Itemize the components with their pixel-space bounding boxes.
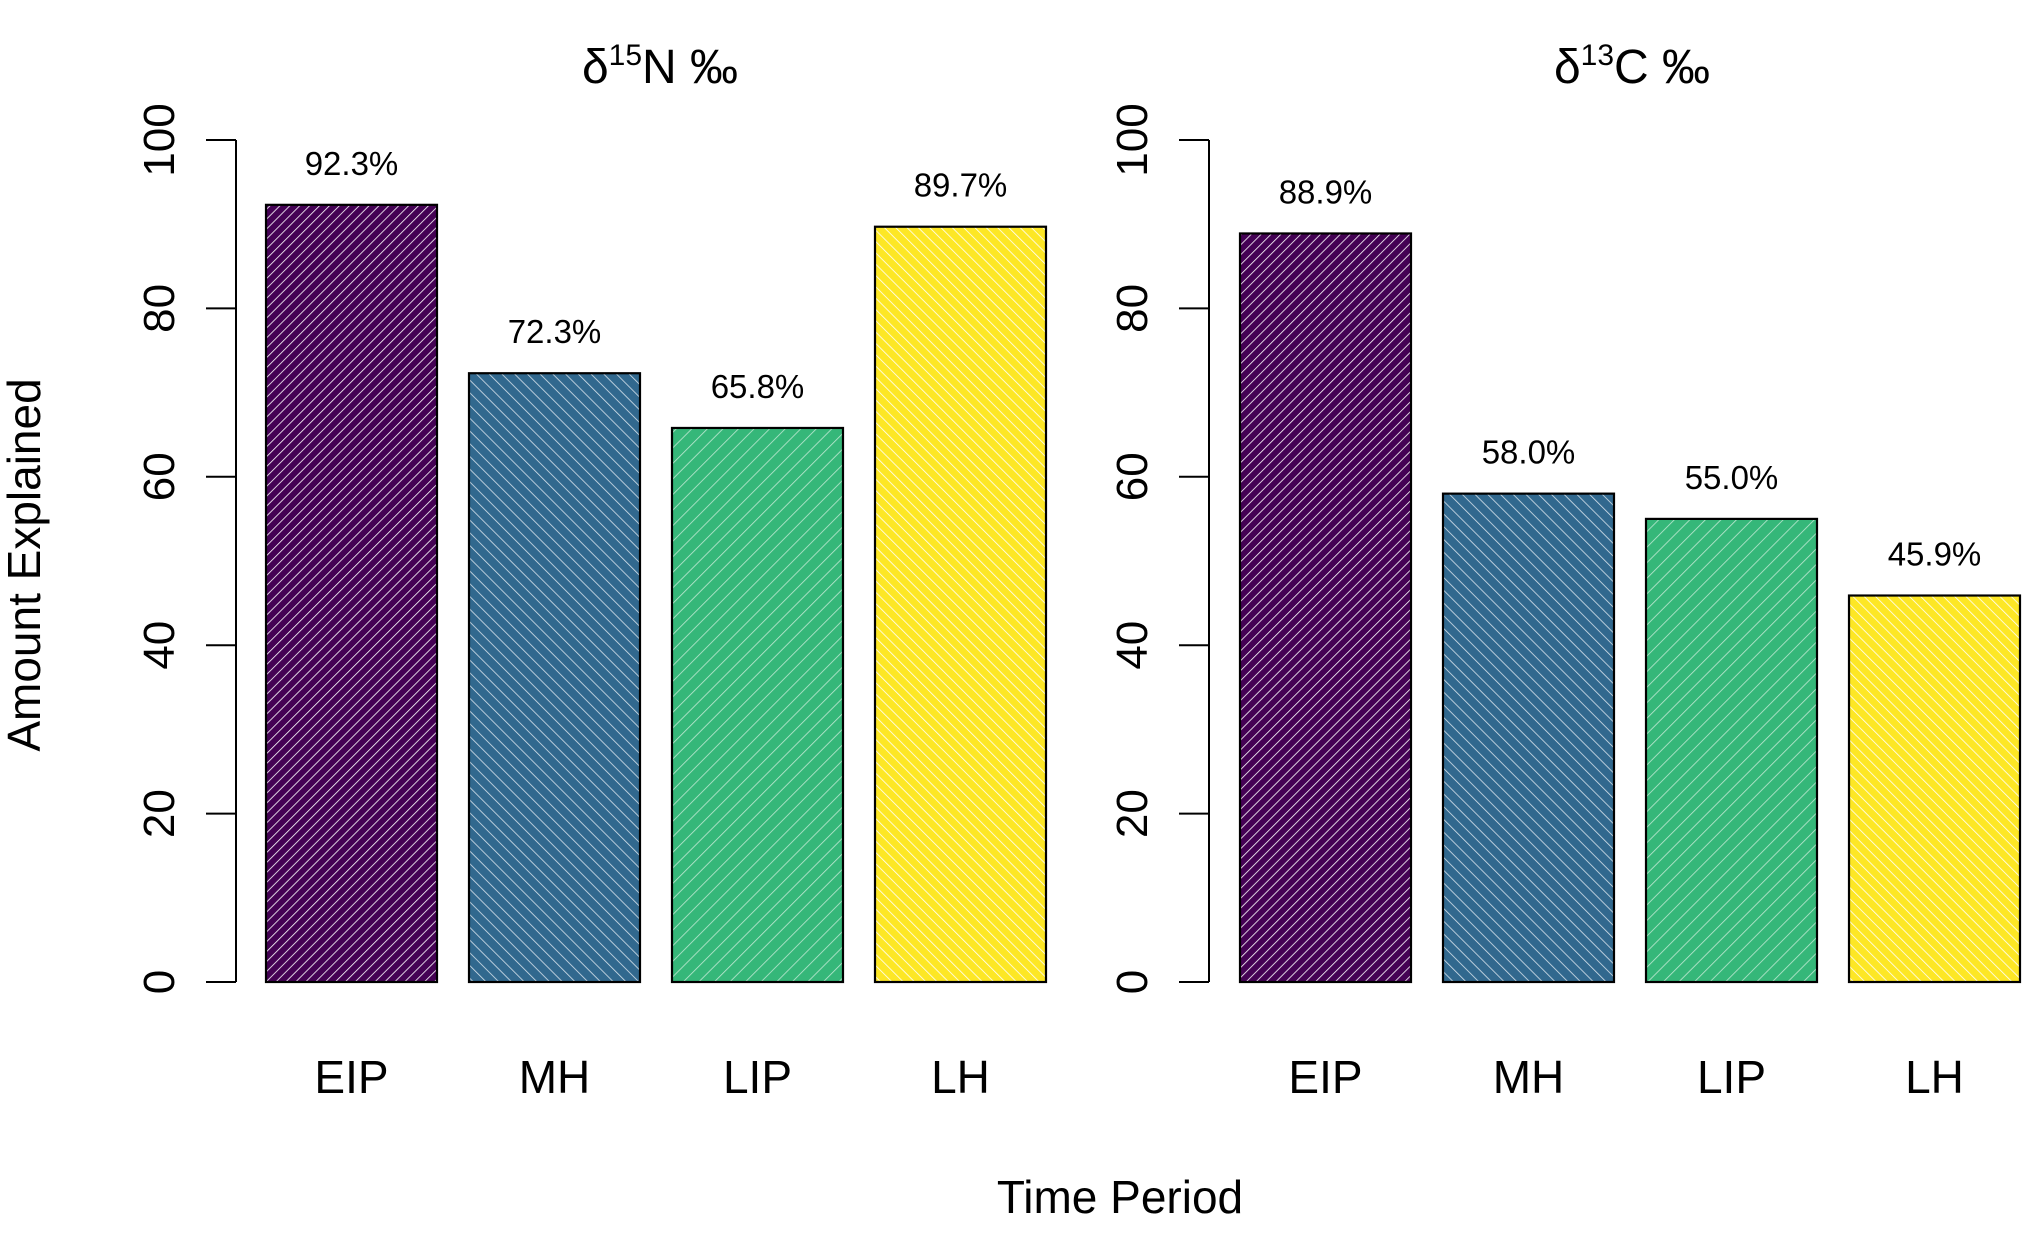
y-tick-label: 0 — [135, 970, 184, 994]
y-tick-label: 20 — [135, 789, 184, 838]
y-tick-label: 60 — [1108, 452, 1157, 501]
bar-value-label: 88.9% — [1279, 173, 1373, 210]
panel-title: δ13C ‰ — [1554, 39, 1710, 94]
y-tick-label: 80 — [135, 284, 184, 333]
y-tick-label: 20 — [1108, 789, 1157, 838]
category-label: LH — [931, 1051, 990, 1103]
bar-value-label: 65.8% — [711, 368, 805, 405]
category-label: LIP — [1697, 1051, 1766, 1103]
y-axis-title: Amount Explained — [0, 378, 50, 751]
bar-eip — [264, 203, 439, 984]
bar-value-label: 72.3% — [508, 313, 602, 350]
bar-lip — [1644, 517, 1819, 984]
bar-value-label: 58.0% — [1482, 434, 1576, 471]
bar-mh — [1441, 492, 1616, 984]
bar-value-label: 55.0% — [1685, 459, 1779, 496]
panel-title: δ15N ‰ — [582, 39, 738, 94]
bar-lh — [873, 225, 1048, 984]
category-label: EIP — [314, 1051, 388, 1103]
chart-panel-1: δ15N ‰ 0 20 40 60 80 100 92.3% EIP 72.3% MH 65.8% LI… — [135, 39, 1048, 1103]
y-tick-label: 60 — [135, 452, 184, 501]
category-label: LIP — [723, 1051, 792, 1103]
y-tick-label: 40 — [135, 621, 184, 670]
bar-value-label: 92.3% — [305, 145, 399, 182]
bar-lip — [670, 426, 845, 984]
y-tick-label: 0 — [1108, 970, 1157, 994]
y-tick-label: 100 — [135, 103, 184, 176]
bar-eip — [1238, 232, 1413, 984]
bar-value-label: 89.7% — [914, 167, 1008, 204]
category-label: EIP — [1288, 1051, 1362, 1103]
bar-lh — [1847, 594, 2022, 984]
bar-mh — [467, 372, 642, 984]
x-axis-title: Time Period — [997, 1171, 1243, 1223]
bar-value-label: 45.9% — [1888, 536, 1982, 573]
y-tick-label: 40 — [1108, 621, 1157, 670]
chart-panel-2: δ13C ‰ 0 20 40 60 80 100 88.9% EIP 58.0% MH 55.0% LI… — [1108, 39, 2022, 1103]
y-tick-label: 80 — [1108, 284, 1157, 333]
y-tick-label: 100 — [1108, 103, 1157, 176]
category-label: MH — [1493, 1051, 1565, 1103]
category-label: LH — [1905, 1051, 1964, 1103]
category-label: MH — [519, 1051, 591, 1103]
